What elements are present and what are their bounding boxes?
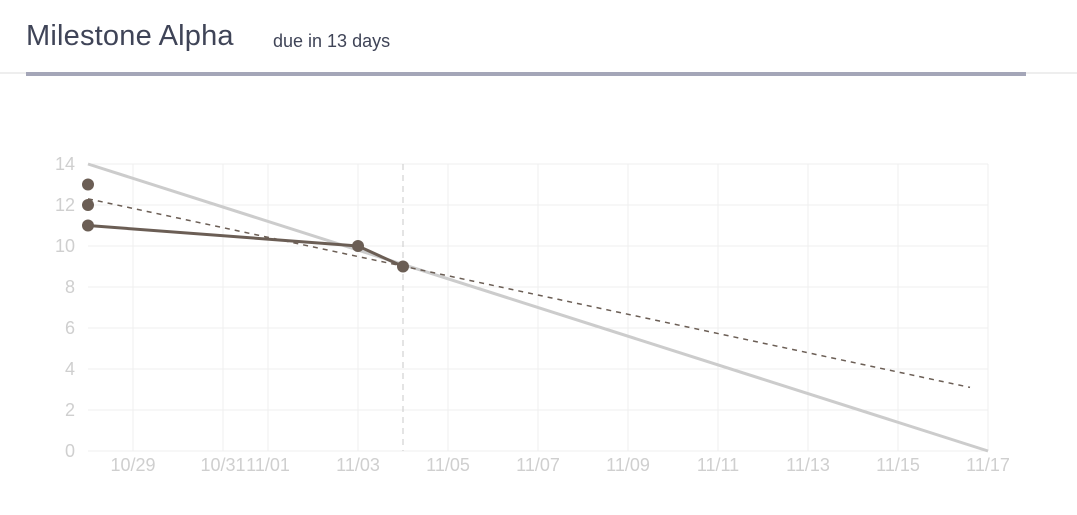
x-tick-label: 10/29 xyxy=(110,455,155,475)
x-tick-label: 11/15 xyxy=(876,455,920,475)
milestone-header: Milestone Alpha due in 13 days xyxy=(0,0,1077,80)
y-tick-label: 2 xyxy=(65,400,75,420)
x-tick-label: 11/17 xyxy=(966,455,1010,475)
chart-grid xyxy=(88,163,989,452)
y-tick-label: 10 xyxy=(55,236,75,256)
chart-series xyxy=(82,162,989,453)
ideal-series-line xyxy=(87,162,989,453)
header-divider xyxy=(26,72,1026,76)
x-tick-label: 11/09 xyxy=(606,455,650,475)
y-tick-label: 4 xyxy=(65,359,75,379)
actual-data-point xyxy=(352,240,364,252)
y-tick-label: 12 xyxy=(55,195,75,215)
x-tick-label: 11/01 xyxy=(246,455,290,475)
actual-data-point xyxy=(397,260,409,273)
x-tick-label: 10/31 xyxy=(200,455,245,475)
x-tick-label: 11/07 xyxy=(516,455,560,475)
y-tick-label: 6 xyxy=(65,318,75,338)
y-axis-tick-labels: 0 2 4 6 8 10 12 14 xyxy=(55,154,75,461)
actual-data-point xyxy=(82,219,94,232)
y-tick-label: 14 xyxy=(55,154,75,174)
trend-series-line xyxy=(87,198,971,389)
due-date-text: due in 13 days xyxy=(273,31,391,51)
y-tick-label: 8 xyxy=(65,277,75,297)
data-point xyxy=(82,178,94,191)
x-tick-label: 11/03 xyxy=(336,455,380,475)
x-axis-tick-labels: 10/29 10/31 11/01 11/03 11/05 11/07 11/09 11/11… xyxy=(110,455,1009,475)
milestone-title: Milestone Alpha xyxy=(26,20,234,52)
x-tick-label: 11/11 xyxy=(697,455,739,475)
x-tick-label: 11/13 xyxy=(786,455,830,475)
y-tick-label: 0 xyxy=(65,441,75,461)
x-tick-label: 11/05 xyxy=(426,455,470,475)
data-point xyxy=(82,199,94,211)
